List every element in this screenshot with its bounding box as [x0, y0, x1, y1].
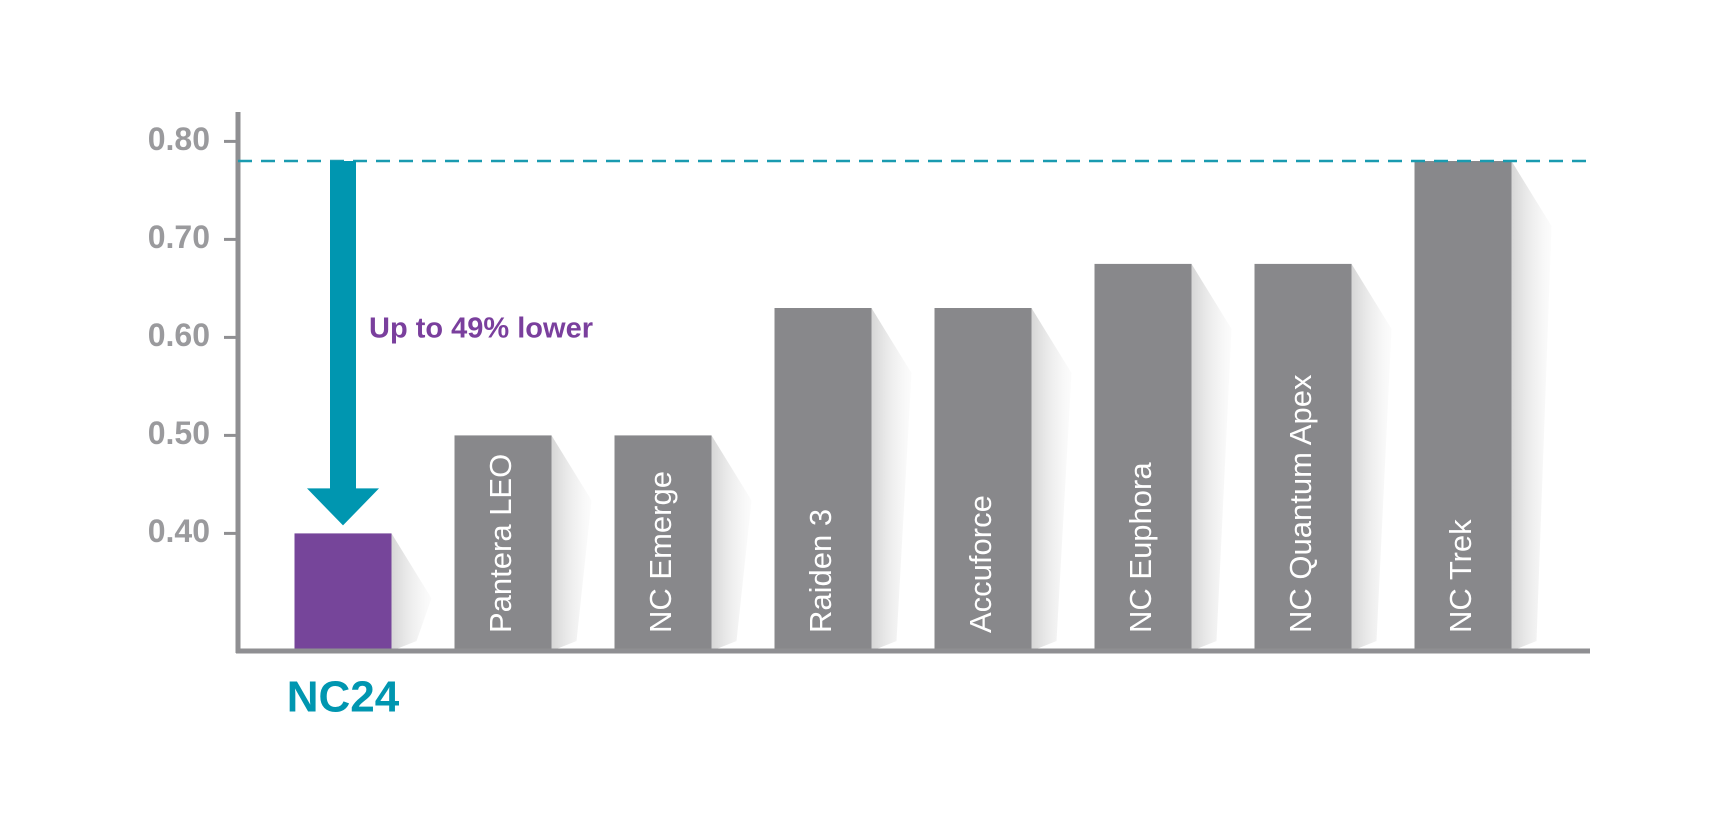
y-tick-label: 0.40 [148, 513, 210, 549]
bar-label: Pantera LEO [483, 454, 518, 633]
bar [934, 308, 1032, 651]
bar [454, 435, 552, 651]
bar [614, 435, 712, 651]
bar [1094, 263, 1192, 651]
bar-label: NC Euphora [1123, 462, 1158, 633]
bar-shadow [871, 308, 912, 651]
arrow-shaft [330, 161, 356, 492]
bar-shadow [711, 435, 752, 651]
bar [1414, 161, 1512, 651]
bar-label: NC Emerge [643, 471, 678, 633]
y-tick-label: 0.60 [148, 317, 210, 353]
bar-shadow [1511, 161, 1552, 651]
bar-shadow [1191, 263, 1232, 651]
y-tick-label: 0.50 [148, 415, 210, 451]
x-tick-label: NC24 [287, 673, 400, 722]
y-tick-label: 0.80 [148, 121, 210, 157]
bar [294, 533, 392, 651]
bar-shadow [391, 533, 432, 651]
bar-shadow [1031, 308, 1072, 651]
arrow-head [307, 488, 379, 526]
bar [774, 308, 872, 651]
bar [1254, 263, 1352, 651]
annotation: Up to 49% lower [369, 313, 593, 345]
bar-label: NC Quantum Apex [1283, 374, 1318, 633]
bar-label: NC Trek [1443, 519, 1478, 633]
bar-label: Accuforce [963, 495, 998, 633]
y-tick-label: 0.70 [148, 219, 210, 255]
bar-shadow [1351, 263, 1392, 651]
bars [294, 161, 1552, 651]
bar-shadow [551, 435, 592, 651]
bar-label: Raiden 3 [803, 509, 838, 633]
